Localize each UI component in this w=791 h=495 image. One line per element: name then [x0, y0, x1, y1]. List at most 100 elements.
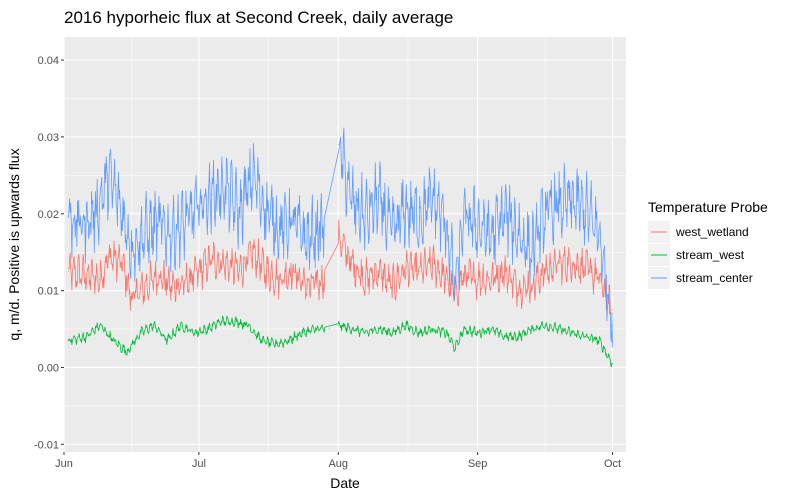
- data-point-stream_west: [337, 324, 339, 326]
- x-tick-label: Sep: [468, 458, 488, 470]
- x-axis-title: Date: [330, 475, 360, 491]
- data-point-west_wetland: [351, 263, 353, 265]
- data-point-stream_center: [171, 232, 173, 234]
- data-point-west_wetland: [490, 278, 492, 280]
- data-point-stream_west: [99, 324, 101, 326]
- legend-label-stream_west: stream_west: [676, 248, 745, 262]
- data-point-west_wetland: [611, 309, 614, 311]
- data-point-stream_center: [558, 205, 560, 207]
- data-point-west_wetland: [445, 278, 447, 280]
- y-tick-label: 0.01: [38, 286, 59, 298]
- data-point-stream_west: [193, 332, 195, 334]
- data-point-stream_center: [108, 174, 110, 176]
- x-tick-label: Jul: [192, 458, 206, 470]
- series-layer: [67, 127, 614, 368]
- data-point-stream_center: [94, 213, 97, 215]
- data-point-west_wetland: [432, 263, 434, 265]
- data-point-west_wetland: [121, 263, 123, 265]
- data-point-stream_center: [211, 193, 213, 196]
- data-point-west_wetland: [463, 274, 465, 276]
- data-point-west_wetland: [324, 278, 326, 280]
- data-point-stream_west: [405, 324, 407, 326]
- data-point-stream_center: [544, 213, 546, 215]
- data-point-west_wetland: [211, 259, 213, 261]
- data-point-west_wetland: [454, 293, 456, 296]
- data-point-west_wetland: [130, 297, 132, 299]
- data-point-stream_center: [364, 217, 366, 219]
- data-point-stream_center: [378, 197, 380, 199]
- data-point-stream_west: [274, 343, 276, 345]
- data-point-stream_center: [351, 201, 353, 203]
- data-point-stream_west: [153, 324, 155, 326]
- data-point-stream_west: [598, 340, 600, 342]
- legend-label-west_wetland: west_wetland: [675, 225, 749, 239]
- data-point-stream_center: [391, 232, 393, 234]
- data-point-stream_west: [558, 328, 560, 330]
- data-point-west_wetland: [238, 270, 240, 272]
- data-point-west_wetland: [279, 278, 281, 280]
- y-tick-label: 0.02: [38, 209, 59, 221]
- data-point-west_wetland: [405, 267, 407, 269]
- data-point-west_wetland: [265, 270, 267, 272]
- data-point-stream_center: [306, 240, 308, 242]
- data-point-stream_west: [418, 332, 420, 334]
- data-point-stream_west: [351, 328, 353, 330]
- data-point-stream_west: [288, 340, 290, 342]
- series-line-west_wetland: [68, 219, 613, 315]
- data-point-stream_west: [315, 328, 317, 330]
- data-point-stream_west: [126, 351, 128, 353]
- y-axis-title: q, m/d. Positive is upwards flux: [6, 148, 22, 340]
- series-line-stream_west: [68, 315, 613, 368]
- data-point-west_wetland: [252, 251, 254, 253]
- data-point-stream_west: [261, 340, 263, 342]
- legend-title: Temperature Probe: [648, 199, 768, 215]
- data-point-west_wetland: [157, 274, 159, 276]
- data-point-west_wetland: [292, 270, 294, 272]
- x-tick-label: Aug: [328, 458, 348, 470]
- data-point-stream_west: [139, 332, 141, 334]
- data-point-stream_west: [301, 332, 303, 334]
- y-tick-label: 0.04: [38, 55, 59, 67]
- data-point-west_wetland: [225, 263, 227, 265]
- data-point-stream_center: [611, 324, 614, 326]
- data-point-stream_west: [454, 347, 456, 349]
- data-point-stream_center: [252, 174, 254, 176]
- data-point-stream_west: [571, 332, 573, 334]
- data-point-stream_center: [432, 197, 434, 199]
- data-point-stream_center: [157, 224, 159, 226]
- data-point-stream_center: [279, 228, 281, 230]
- data-point-stream_center: [198, 205, 200, 207]
- data-point-stream_west: [584, 336, 587, 338]
- data-point-stream_west: [517, 336, 519, 338]
- data-point-west_wetland: [171, 286, 173, 288]
- data-point-west_wetland: [598, 278, 600, 280]
- data-point-stream_center: [405, 209, 407, 211]
- data-point-stream_center: [324, 224, 326, 226]
- data-point-stream_center: [225, 186, 227, 188]
- chart-title: 2016 hyporheic flux at Second Creek, dai…: [64, 8, 453, 27]
- data-point-west_wetland: [67, 270, 70, 272]
- data-point-west_wetland: [108, 255, 110, 257]
- y-tick-label: -0.01: [34, 439, 59, 451]
- data-point-stream_west: [67, 340, 70, 342]
- data-point-stream_center: [121, 213, 123, 215]
- data-point-stream_west: [180, 324, 182, 326]
- data-point-stream_west: [247, 324, 249, 326]
- data-point-stream_center: [292, 220, 294, 222]
- data-point-stream_west: [432, 328, 434, 330]
- data-point-stream_west: [445, 332, 447, 334]
- data-point-stream_center: [571, 201, 573, 203]
- data-point-stream_west: [364, 332, 366, 334]
- data-point-west_wetland: [184, 282, 186, 284]
- y-tick-label: 0.00: [38, 362, 59, 374]
- legend-label-stream_center: stream_center: [676, 271, 753, 285]
- y-tick-label: 0.03: [38, 132, 59, 144]
- data-point-west_wetland: [558, 263, 560, 265]
- data-point-stream_center: [454, 286, 456, 288]
- data-point-stream_center: [238, 213, 240, 215]
- data-point-stream_west: [391, 332, 393, 334]
- data-point-stream_west: [378, 328, 380, 330]
- data-point-stream_west: [490, 328, 492, 330]
- data-point-stream_center: [130, 247, 132, 249]
- data-point-stream_center: [598, 232, 600, 234]
